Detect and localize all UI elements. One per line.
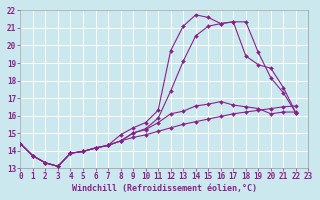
X-axis label: Windchill (Refroidissement éolien,°C): Windchill (Refroidissement éolien,°C) — [72, 184, 257, 193]
